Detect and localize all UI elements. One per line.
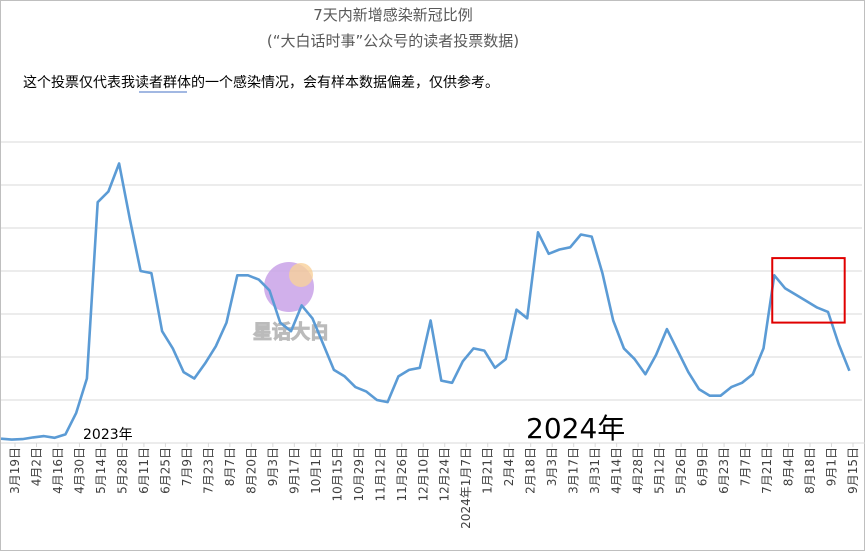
x-tick-label: 6月25日 xyxy=(158,447,172,494)
x-tick-label: 6月23日 xyxy=(717,447,731,494)
x-tick-label: 10月15日 xyxy=(330,447,344,502)
x-tick-label: 3月17日 xyxy=(567,447,581,494)
series-line xyxy=(0,162,851,441)
x-tick-label: 4月2日 xyxy=(29,447,43,486)
x-tick-label: 2024年1月7日 xyxy=(459,447,473,529)
x-tick-label: 6月11日 xyxy=(137,447,151,494)
x-tick-label: 3月19日 xyxy=(8,447,22,494)
x-tick-label: 5月26日 xyxy=(674,447,688,494)
x-tick-label: 11月12日 xyxy=(373,447,387,502)
x-tick-label: 6月9日 xyxy=(696,447,710,486)
x-tick-label: 8月4日 xyxy=(782,447,796,486)
x-tick-label: 8月18日 xyxy=(803,447,817,494)
x-tick-label: 5月14日 xyxy=(94,447,108,494)
x-tick-label: 10月1日 xyxy=(309,447,323,494)
x-tick-labels: 3月19日 4月2日 4月16日 4月30日 5月14日 5月28日 6月11日 6月25日 7… xyxy=(8,443,860,529)
x-tick-label: 12月10日 xyxy=(416,447,430,502)
x-tick-label: 7月21日 xyxy=(760,447,774,494)
chart-subtitle: (“大白话时事”公众号的读者投票数据) xyxy=(267,32,519,50)
chart-title: 7天内新增感染新冠比例 xyxy=(313,6,473,24)
x-tick-label: 4月14日 xyxy=(610,447,624,494)
x-tick-label: 1月21日 xyxy=(481,447,495,494)
x-tick-label: 9月1日 xyxy=(825,447,839,486)
highlight-box xyxy=(771,257,846,324)
x-tick-label: 5月28日 xyxy=(115,447,129,494)
annotation-2024: 2024年 xyxy=(526,412,625,445)
chart-note: 这个投票仅代表我读者群体的一个感染情况，会有样本数据偏差，仅供参考。 xyxy=(23,74,499,91)
x-tick-label: 2月18日 xyxy=(524,447,538,494)
x-tick-label: 9月15日 xyxy=(846,447,860,494)
x-tick-label: 12月24日 xyxy=(438,447,452,502)
gridlines xyxy=(1,141,862,401)
x-tick-label: 4月30日 xyxy=(72,447,86,494)
x-tick-label: 7月9日 xyxy=(180,447,194,486)
watermark: 星话大白 xyxy=(252,262,330,344)
x-tick-label: 11月26日 xyxy=(395,447,409,502)
x-tick-label: 8月20日 xyxy=(244,447,258,494)
annotation-2023: 2023年 xyxy=(83,427,133,443)
x-tick-label: 4月16日 xyxy=(51,447,65,494)
x-tick-label: 10月29日 xyxy=(352,447,366,502)
x-tick-label: 7月23日 xyxy=(201,447,215,494)
x-tick-label: 3月31日 xyxy=(588,447,602,494)
x-tick-label: 9月17日 xyxy=(287,447,301,494)
x-tick-label: 8月7日 xyxy=(223,447,237,486)
watermark-logo-accent xyxy=(289,263,313,287)
x-tick-label: 4月28日 xyxy=(631,447,645,494)
x-tick-label: 9月3日 xyxy=(266,447,280,486)
x-tick-label: 7月7日 xyxy=(739,447,753,486)
x-tick-label: 2月4日 xyxy=(502,447,516,486)
x-tick-label: 5月12日 xyxy=(653,447,667,494)
x-tick-label: 3月3日 xyxy=(545,447,559,486)
